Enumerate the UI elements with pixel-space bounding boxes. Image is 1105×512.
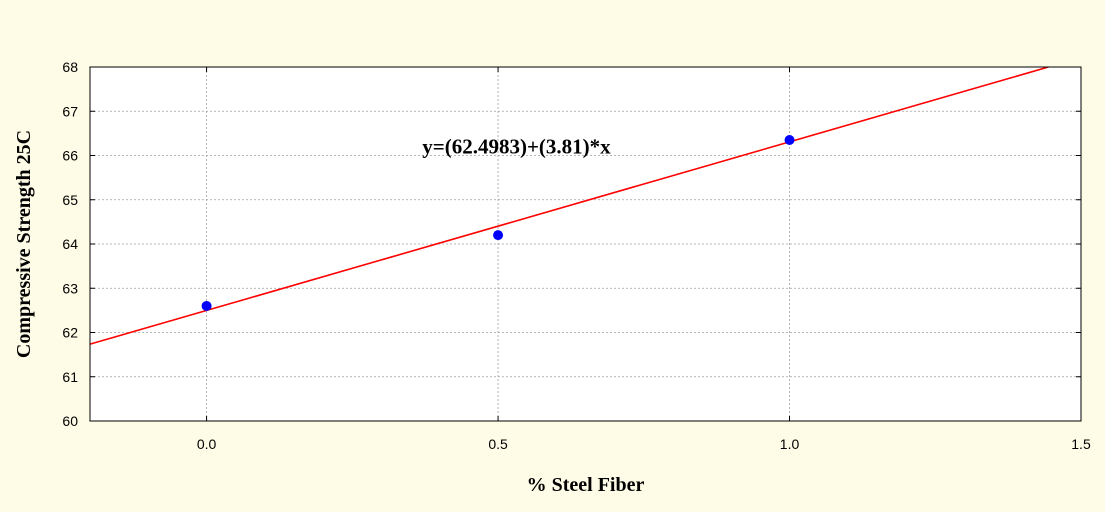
y-tick-label: 67 [62, 103, 78, 119]
y-tick-label: 66 [62, 148, 78, 164]
x-tick-label: 0.0 [197, 436, 217, 452]
x-tick-label: 0.5 [488, 436, 508, 452]
y-tick-label: 60 [62, 413, 78, 429]
data-points [201, 135, 795, 311]
x-tick-label: 1.0 [780, 436, 800, 452]
y-tick-label: 64 [62, 236, 78, 252]
data-point [784, 135, 795, 146]
axis-ticks: 0.0 0.5 1.0 1.5 60 61 62 63 64 65 66 67 68 [62, 59, 1091, 452]
data-point [201, 300, 212, 311]
y-axis-title: Compressive Strength 25C [13, 130, 35, 358]
y-tick-label: 62 [62, 325, 78, 341]
y-tick-label: 63 [62, 280, 78, 296]
y-tick-label: 61 [62, 369, 78, 385]
x-tick-label: 1.5 [1071, 436, 1091, 452]
fit-equation: y=(62.4983)+(3.81)*x [422, 134, 611, 158]
fit-line-layer [89, 66, 1049, 345]
y-tick-label: 65 [62, 192, 78, 208]
y-tick-label: 68 [62, 59, 78, 75]
x-axis-title: % Steel Fiber [527, 474, 645, 496]
fit-line [89, 66, 1049, 345]
data-point [493, 230, 504, 241]
